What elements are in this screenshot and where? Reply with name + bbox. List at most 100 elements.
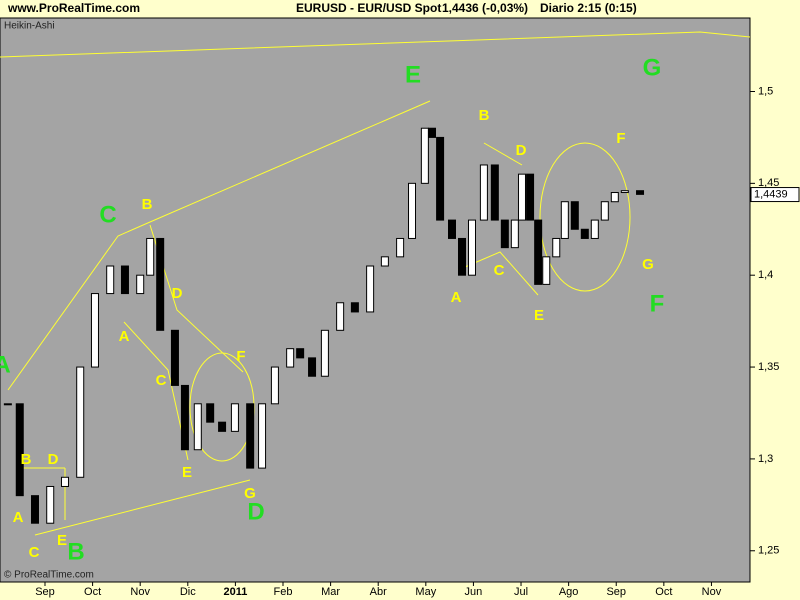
candle	[106, 265, 115, 295]
wave-label: E	[57, 532, 67, 549]
wave-label: F	[616, 130, 625, 147]
candle	[308, 357, 317, 377]
y-tick-label: 1,25	[758, 545, 779, 557]
candle	[180, 384, 189, 451]
candle	[230, 403, 239, 432]
candle	[610, 192, 619, 203]
candle	[170, 329, 179, 386]
candle	[146, 237, 155, 276]
wave-label: G	[642, 256, 654, 273]
x-tick-label: Oct	[655, 586, 672, 598]
candle	[136, 274, 145, 295]
candle	[193, 403, 202, 451]
wave-label: C	[494, 262, 505, 279]
candle	[3, 403, 12, 406]
candle	[206, 403, 215, 423]
footer: © ProRealTime.com	[4, 570, 94, 581]
wave-label: D	[48, 451, 59, 468]
wave-label: B	[479, 107, 490, 124]
subtitle: Heikin-Ashi	[4, 21, 55, 32]
wave-label: A	[13, 509, 24, 526]
x-tick-label: Jun	[465, 586, 483, 598]
candle	[408, 182, 417, 239]
x-tick-label: Nov	[130, 586, 150, 598]
candle	[590, 219, 599, 239]
candle	[436, 136, 445, 221]
candle	[534, 219, 543, 285]
x-tick-label: Dic	[180, 586, 196, 598]
x-tick-label: Sep	[606, 586, 626, 598]
wave-label: B	[142, 196, 153, 213]
candle	[620, 190, 629, 194]
candle	[380, 256, 389, 267]
candle	[457, 237, 466, 276]
candle	[336, 302, 345, 331]
wave-label: A	[0, 351, 11, 378]
candle	[246, 403, 255, 469]
wave-label: E	[405, 61, 421, 88]
period: Diario 2:15 (0:15)	[540, 1, 637, 15]
wave-label: A	[119, 328, 130, 345]
last-value-label: 1,4439	[754, 188, 788, 200]
candle	[270, 366, 279, 405]
y-tick-label: 1,45	[758, 177, 779, 189]
wave-label: D	[247, 498, 264, 525]
wave-label: E	[534, 307, 544, 324]
candle	[510, 219, 519, 249]
candle	[447, 219, 456, 239]
quote: 1,4436 (-0,03%)	[442, 1, 528, 15]
candle	[420, 127, 429, 184]
wave-label: G	[643, 54, 662, 81]
x-tick-label: Mar	[321, 586, 340, 598]
instrument: EURUSD - EUR/USD Spot	[296, 1, 441, 15]
x-tick-label: 2011	[223, 586, 247, 598]
y-tick-label: 1,4	[758, 269, 773, 281]
candle	[542, 256, 551, 285]
wave-label: B	[67, 538, 84, 565]
candle	[467, 219, 476, 276]
wave-label: C	[156, 372, 167, 389]
candle	[296, 348, 305, 359]
candle	[600, 201, 609, 221]
candle	[500, 219, 509, 249]
candle	[479, 164, 488, 221]
candle	[258, 403, 267, 469]
wave-label: G	[244, 485, 256, 502]
candle	[570, 201, 579, 230]
candle	[350, 302, 359, 313]
wave-label: C	[99, 201, 116, 228]
wave-label: A	[451, 289, 462, 306]
candle	[396, 237, 405, 258]
wave-label: F	[236, 348, 245, 365]
candle	[60, 476, 69, 487]
candle	[46, 485, 55, 524]
candle	[560, 201, 569, 239]
x-tick-label: Abr	[370, 586, 387, 598]
y-tick-label: 1,3	[758, 453, 773, 465]
site: www.ProRealTime.com	[7, 1, 140, 15]
candle	[76, 366, 85, 478]
wave-label: E	[182, 464, 192, 481]
candle	[517, 173, 526, 221]
x-tick-label: Sep	[35, 586, 55, 598]
candle	[218, 421, 227, 432]
candle	[90, 293, 99, 368]
y-tick-label: 1,5	[758, 85, 773, 97]
x-tick-label: Feb	[274, 586, 293, 598]
y-tick-label: 1,35	[758, 361, 779, 373]
x-tick-label: Nov	[702, 586, 722, 598]
wave-label: F	[650, 290, 665, 317]
candle	[526, 173, 535, 221]
candle	[30, 495, 39, 524]
candle	[366, 265, 375, 313]
candle	[156, 237, 165, 331]
last-value-box	[750, 187, 800, 203]
x-tick-label: Jul	[514, 586, 528, 598]
x-tick-label: Ago	[559, 586, 579, 598]
x-tick-label: May	[415, 586, 436, 598]
wave-label: D	[172, 285, 183, 302]
wave-label: C	[29, 544, 40, 561]
plot-area	[0, 17, 751, 583]
candle	[286, 348, 295, 368]
